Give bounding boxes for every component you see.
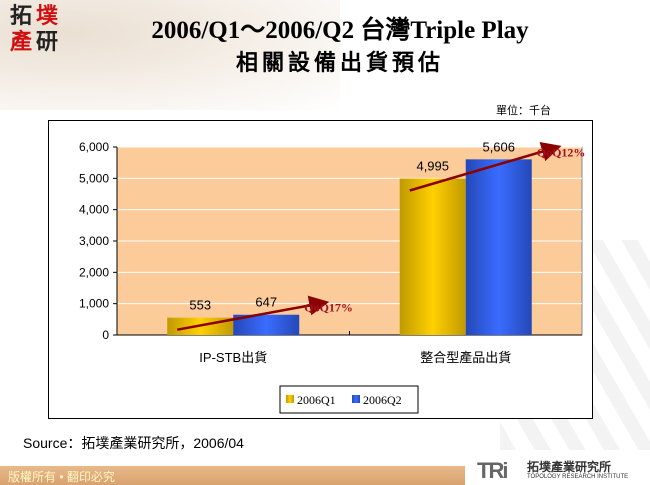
legend-label: 2006Q1 [297,393,336,407]
logo-char: 墣 [35,3,58,29]
title-line1: 2006/Q1～2006/Q2 台灣Triple Play [151,17,529,44]
y-tick-label: 3,000 [79,234,109,248]
legend-label: 2006Q2 [363,393,402,407]
qoq-annotation: QoQ12% [537,145,586,159]
title-line2: 相關設備出貨預估 [235,50,444,75]
legend-swatch [352,395,360,403]
brand-name-cn: 拓墣產業研究所 [527,460,612,474]
y-tick-label: 2,000 [79,265,109,279]
unit-label: 單位：千台 [496,105,551,117]
qoq-annotation: QoQ17% [304,301,353,315]
trend-arrow [409,141,562,192]
brand-logo: TRi 拓墣產業研究所 TOPOLOGY RESEARCH INSTITUTE [465,455,650,485]
trend-arrow [177,295,330,331]
logo-char: 拓 [9,3,32,29]
bar-2006Q1 [399,178,466,335]
bar-2006Q2 [233,314,300,335]
data-label: 4,995 [416,158,449,173]
y-tick-label: 5,000 [79,171,109,185]
logo-char: 研 [35,29,58,55]
brand-mark: TRi [477,458,508,483]
x-tick-label: 整合型產品出貨 [420,350,511,365]
header-background [0,0,340,110]
y-tick-label: 6,000 [79,140,109,154]
bar-2006Q2 [465,159,532,335]
legend [279,385,419,414]
y-tick-label: 0 [102,328,109,342]
data-label: 5,606 [482,139,515,154]
copyright-text: 版權所有 • 翻印必究 [8,470,115,484]
data-label: 647 [255,295,277,310]
source-note: Source：拓墣產業研究所，2006/04 [23,435,244,451]
legend-swatch [286,395,294,403]
logo-char: 產 [9,29,32,55]
logo: 拓 墣 產 研 [8,4,60,56]
data-label: 553 [189,298,211,313]
y-tick-label: 1,000 [79,297,109,311]
brand-name-en: TOPOLOGY RESEARCH INSTITUTE [527,474,629,480]
x-tick-label: IP-STB出貨 [199,350,267,365]
y-tick-label: 4,000 [79,203,109,217]
